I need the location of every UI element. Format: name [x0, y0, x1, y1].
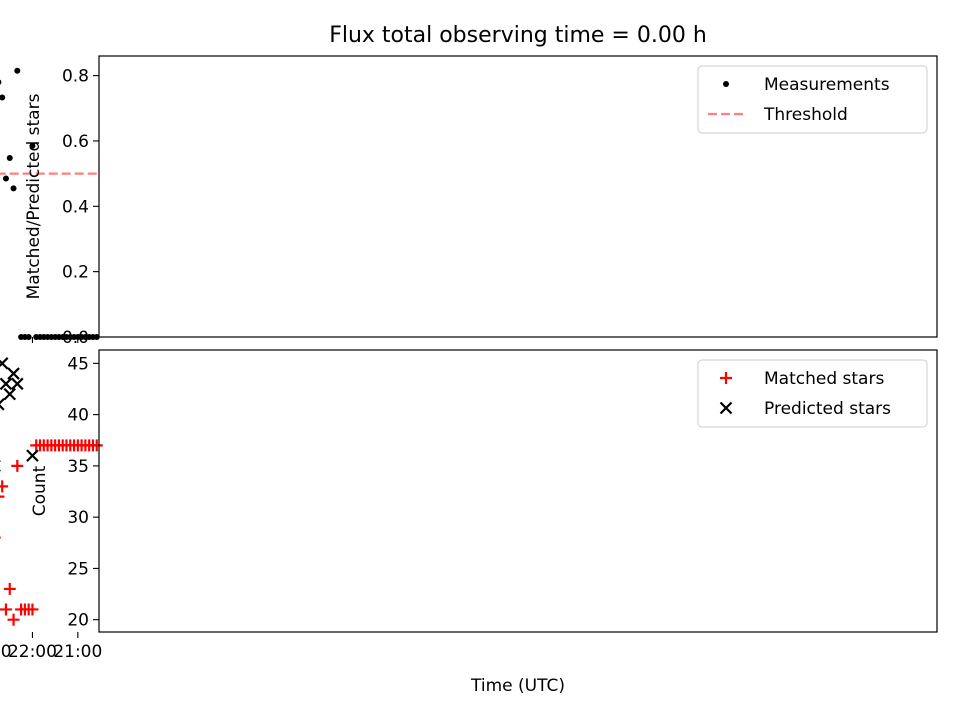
measurement-point	[29, 142, 36, 149]
ratio-y-tick-label: 0.2	[62, 263, 89, 283]
measurement-point	[0, 94, 6, 101]
count-x-axis-label: Time (UTC)	[470, 676, 565, 696]
ratio-panel: 0.00.20.40.60.8 Matched/Predicted stars …	[0, 55, 938, 348]
measurement-point	[33, 334, 40, 340]
matched-stars-point	[3, 582, 16, 595]
count-y-tick-label: 40	[67, 406, 89, 426]
measurement-point	[6, 154, 13, 161]
legend-measurements-swatch	[723, 81, 729, 87]
ratio-y-tick-label: 0.0	[62, 328, 89, 348]
count-x-tick-label: 21:00	[53, 642, 102, 662]
ratio-marks	[0, 67, 100, 340]
predicted-stars-point	[0, 398, 5, 411]
measurement-point	[18, 334, 25, 340]
predicted-stars-point	[3, 387, 17, 401]
ratio-legend: Measurements Threshold	[697, 65, 928, 134]
ratio-legend-box	[697, 65, 928, 134]
count-legend: Matched stars Predicted stars	[697, 359, 928, 428]
matched-stars-point	[15, 603, 28, 616]
predicted-stars-point	[26, 449, 39, 462]
legend-label: Predicted stars	[764, 399, 891, 419]
legend-label: Matched stars	[764, 369, 884, 389]
count-marks	[0, 357, 103, 626]
ratio-y-tick-label: 0.6	[62, 132, 89, 152]
ratio-panel-frame	[98, 55, 938, 338]
matched-stars-point	[11, 459, 24, 472]
count-y-axis-label: Count	[30, 465, 50, 516]
matched-stars-point	[7, 613, 20, 626]
measurement-point	[0, 79, 2, 85]
ratio-y-axis-label: Matched/Predicted stars	[24, 93, 44, 299]
ratio-axes: 0.0 0.2 0.4 0.6 0.8	[31, 67, 99, 348]
count-x-tick-label: 23:00	[0, 642, 12, 662]
legend-label: Threshold	[763, 105, 848, 125]
count-legend-box	[697, 359, 928, 428]
measurement-point	[14, 67, 21, 74]
matched-stars-point	[0, 536, 1, 539]
legend-predicted-swatch	[719, 401, 733, 415]
measurement-point	[10, 185, 17, 192]
predicted-stars-point	[11, 377, 24, 391]
matched-stars-point	[0, 480, 9, 493]
count-y-tick-label: 20	[67, 611, 89, 631]
count-y-tick-label: 45	[67, 354, 89, 374]
legend-label: Measurements	[764, 75, 890, 95]
predicted-stars-point	[0, 377, 13, 391]
ratio-y-tick-label: 0.8	[62, 67, 89, 87]
legend-matched-swatch	[720, 372, 732, 384]
ratio-y-tick-label: 0.4	[62, 197, 89, 217]
matched-stars-point	[30, 439, 43, 452]
measurement-point	[2, 175, 9, 182]
predicted-stars-point	[0, 357, 9, 370]
chart-title: Flux total observing time = 0.00 h	[329, 23, 707, 48]
matched-stars-point	[0, 495, 5, 498]
count-y-tick-label: 30	[67, 508, 89, 528]
count-y-tick-label: 25	[67, 559, 89, 579]
matched-stars-point	[0, 603, 12, 616]
count-y-tick-label: 35	[67, 457, 89, 477]
count-x-tick-label: 22:00	[8, 642, 57, 662]
count-panel-frame	[98, 349, 938, 633]
predicted-stars-point	[7, 367, 20, 380]
